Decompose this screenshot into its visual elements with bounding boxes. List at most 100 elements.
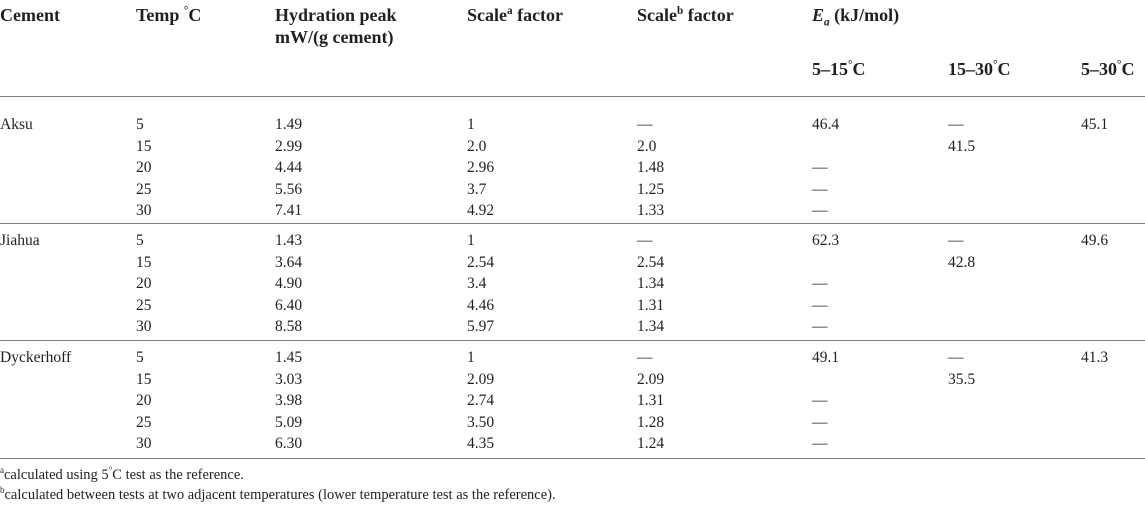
cell-temp: 30	[136, 202, 152, 219]
cell-scale-b: 1.31	[637, 296, 665, 314]
cell-hydration-peak: 6.30	[275, 435, 303, 452]
cell-scale-b: 1.31	[637, 392, 665, 409]
cell-scale-a: 4.46	[467, 296, 495, 314]
cell-hydration-peak: 5.09	[275, 413, 303, 431]
cell-hydration-peak: 2.99	[275, 137, 303, 155]
cell-ea-5-15: —	[812, 318, 828, 335]
cell-scale-a: 2.54	[467, 253, 495, 271]
cell-hydration-peak: 1.43	[275, 232, 303, 249]
col-header-scale-a: Scalea factor	[467, 5, 564, 25]
cell-temp: 20	[136, 392, 152, 409]
col-subheader-15-30: 15–30°C	[948, 59, 1011, 79]
cell-hydration-peak: 4.90	[275, 275, 303, 292]
cell-scale-a: 3.7	[467, 180, 487, 198]
cell-hydration-peak: 4.44	[275, 159, 303, 176]
footnote-a: acalculated using 5°C test as the refere…	[0, 465, 244, 483]
cell-scale-b: 2.09	[637, 370, 665, 388]
cell-ea-15-30: —	[948, 232, 964, 249]
cell-scale-a: 2.09	[467, 370, 495, 388]
cell-ea-5-15: 49.1	[812, 349, 840, 366]
group-divider	[0, 340, 1145, 341]
cell-scale-b: 1.34	[637, 275, 665, 292]
cell-scale-a: 3.4	[467, 275, 487, 292]
cell-hydration-peak: 3.03	[275, 370, 303, 388]
cell-scale-b: 1.28	[637, 413, 665, 431]
cell-ea-5-15: —	[812, 159, 828, 176]
cell-scale-b: 1.48	[637, 159, 665, 176]
cell-scale-b: —	[637, 349, 653, 366]
cell-cement-name: Dyckerhoff	[0, 349, 72, 366]
cell-ea-5-30: 41.3	[1081, 349, 1109, 366]
cell-ea-5-30: 49.6	[1081, 232, 1109, 249]
cell-scale-a: 5.97	[467, 318, 495, 335]
col-subheader-5-30: 5–30°C	[1081, 59, 1135, 79]
cell-ea-15-30: —	[948, 349, 964, 366]
cell-scale-b: 1.24	[637, 435, 665, 452]
cell-hydration-peak: 6.40	[275, 296, 303, 314]
cell-scale-a: 4.92	[467, 202, 495, 219]
cell-ea-15-30: —	[948, 116, 964, 133]
cell-scale-b: 1.34	[637, 318, 665, 335]
cell-ea-5-15: —	[812, 202, 828, 219]
cell-ea-5-30: 45.1	[1081, 116, 1109, 133]
cell-ea-15-30: 42.8	[948, 253, 976, 271]
cell-temp: 15	[136, 253, 152, 271]
cell-hydration-peak: 7.41	[275, 202, 303, 219]
cell-hydration-peak: 5.56	[275, 180, 303, 198]
col-header-cement: Cement	[0, 5, 60, 25]
cell-scale-b: —	[637, 116, 653, 133]
cell-scale-a: 1	[467, 116, 475, 133]
col-header-scale-b: Scaleb factor	[637, 5, 734, 25]
cell-scale-a: 2.74	[467, 392, 495, 409]
cell-ea-5-15: —	[812, 392, 828, 409]
cell-scale-a: 2.96	[467, 159, 495, 176]
header-rule	[0, 96, 1145, 97]
cell-scale-a: 1	[467, 349, 475, 366]
cell-temp: 25	[136, 180, 152, 198]
cell-scale-b: 1.33	[637, 202, 665, 219]
cell-temp: 30	[136, 318, 152, 335]
cell-scale-a: 2.0	[467, 137, 487, 155]
col-subheader-5-15: 5–15°C	[812, 59, 866, 79]
cell-scale-b: 2.54	[637, 253, 665, 271]
cell-temp: 25	[136, 413, 152, 431]
cell-hydration-peak: 1.45	[275, 349, 303, 366]
cell-hydration-peak: 8.58	[275, 318, 303, 335]
cell-temp: 15	[136, 137, 152, 155]
col-header-temp: Temp °C	[136, 5, 202, 25]
cell-scale-a: 1	[467, 232, 475, 249]
cell-cement-name: Jiahua	[0, 232, 40, 249]
cell-ea-5-15: —	[812, 435, 828, 452]
cell-ea-5-15: —	[812, 296, 828, 314]
group-divider	[0, 223, 1145, 224]
cell-ea-15-30: 35.5	[948, 370, 976, 388]
cell-temp: 5	[136, 116, 144, 133]
cell-scale-b: 1.25	[637, 180, 665, 198]
cell-temp: 20	[136, 275, 152, 292]
footnote-b: bcalculated between tests at two adjacen…	[0, 485, 556, 503]
cell-scale-b: 2.0	[637, 137, 657, 155]
table-bottom-rule	[0, 458, 1145, 459]
cell-scale-a: 3.50	[467, 413, 495, 431]
cell-ea-5-15: 46.4	[812, 116, 840, 133]
cell-ea-5-15: —	[812, 180, 828, 198]
cell-ea-15-30: 41.5	[948, 137, 976, 155]
cell-scale-b: —	[637, 232, 653, 249]
cell-scale-a: 4.35	[467, 435, 495, 452]
cell-temp: 5	[136, 232, 144, 249]
cell-temp: 30	[136, 435, 152, 452]
col-header-activation-energy: Ea (kJ/mol)	[812, 5, 900, 29]
cell-hydration-peak: 3.98	[275, 392, 303, 409]
cell-ea-5-15: —	[812, 275, 828, 292]
cell-hydration-peak: 3.64	[275, 253, 303, 271]
cell-ea-5-15: —	[812, 413, 828, 431]
cell-cement-name: Aksu	[0, 116, 33, 133]
cell-temp: 15	[136, 370, 152, 388]
cell-temp: 25	[136, 296, 152, 314]
cell-temp: 20	[136, 159, 152, 176]
col-header-hydration-peak: Hydration peak mW/(g cement)	[275, 5, 397, 47]
cell-ea-5-15: 62.3	[812, 232, 840, 249]
cell-temp: 5	[136, 349, 144, 366]
cell-hydration-peak: 1.49	[275, 116, 303, 133]
